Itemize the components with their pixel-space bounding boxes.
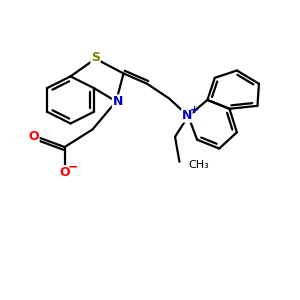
Text: −: −: [68, 160, 78, 173]
Text: N: N: [112, 95, 123, 108]
Text: O: O: [59, 166, 70, 178]
Text: CH₃: CH₃: [188, 160, 209, 170]
Text: +: +: [190, 105, 200, 115]
Text: O: O: [28, 130, 39, 143]
Text: N: N: [182, 109, 192, 122]
Text: S: S: [91, 51, 100, 64]
